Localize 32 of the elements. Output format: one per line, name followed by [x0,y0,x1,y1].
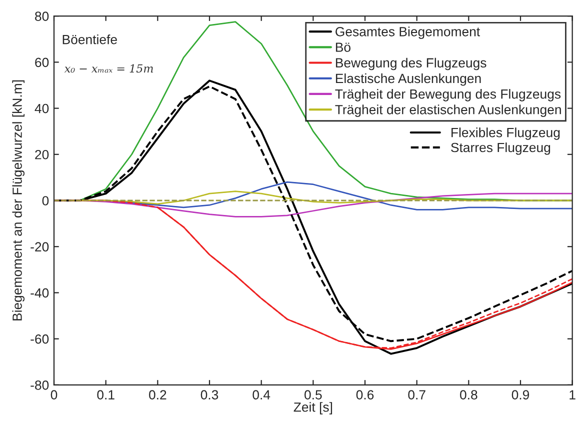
legend-label: Elastische Auslenkungen [336,73,481,86]
y-tick-label: -60 [30,334,49,344]
x-tick-label: 0.3 [200,390,218,400]
y-tick-label: -80 [30,380,49,390]
annotation: Starres Flugzeug [451,142,550,155]
legend-label: Bewegung des Flugzeugs [336,58,486,70]
x-tick-label: 0.1 [97,390,114,400]
x-tick-label: 0.2 [149,390,166,400]
legend-label: Gesamtes Biegemoment [336,26,480,39]
x-tick-label: 0.6 [356,390,374,400]
y-tick-label: -40 [30,288,49,298]
y-tick-label: -20 [30,242,49,252]
legend-label: Trägheit der elastischen Auslenkungen [335,104,561,117]
y-tick-label: 20 [35,150,49,160]
y-tick-label: 60 [35,58,49,68]
y-tick-label: 0 [42,196,49,206]
x-tick-label: 0.7 [408,390,426,400]
x-tick-label: 1 [570,390,576,400]
annotation: x₀ − xₘₐₓ = 15m [64,64,153,73]
annotation: Böentiefe [62,34,117,44]
x-tick-label: 0.5 [304,390,322,400]
x-axis-title: Zeit [s] [294,402,332,414]
legend-label: Bö [336,42,350,52]
x-tick-label: 0.8 [460,390,478,400]
y-axis-title: Biegemoment an der Flügelwurzel [kN.m] [12,80,25,320]
x-tick-label: 0.9 [512,390,530,400]
x-tick-label: 0 [50,390,58,400]
annotation: Flexibles Flugzeug [452,128,560,140]
y-tick-label: 40 [34,104,49,114]
x-tick-label: 0.4 [252,390,270,400]
legend-label: Trägheit der Bewegung des Flugzeugs [335,89,561,102]
y-tick-label: 80 [35,12,49,21]
